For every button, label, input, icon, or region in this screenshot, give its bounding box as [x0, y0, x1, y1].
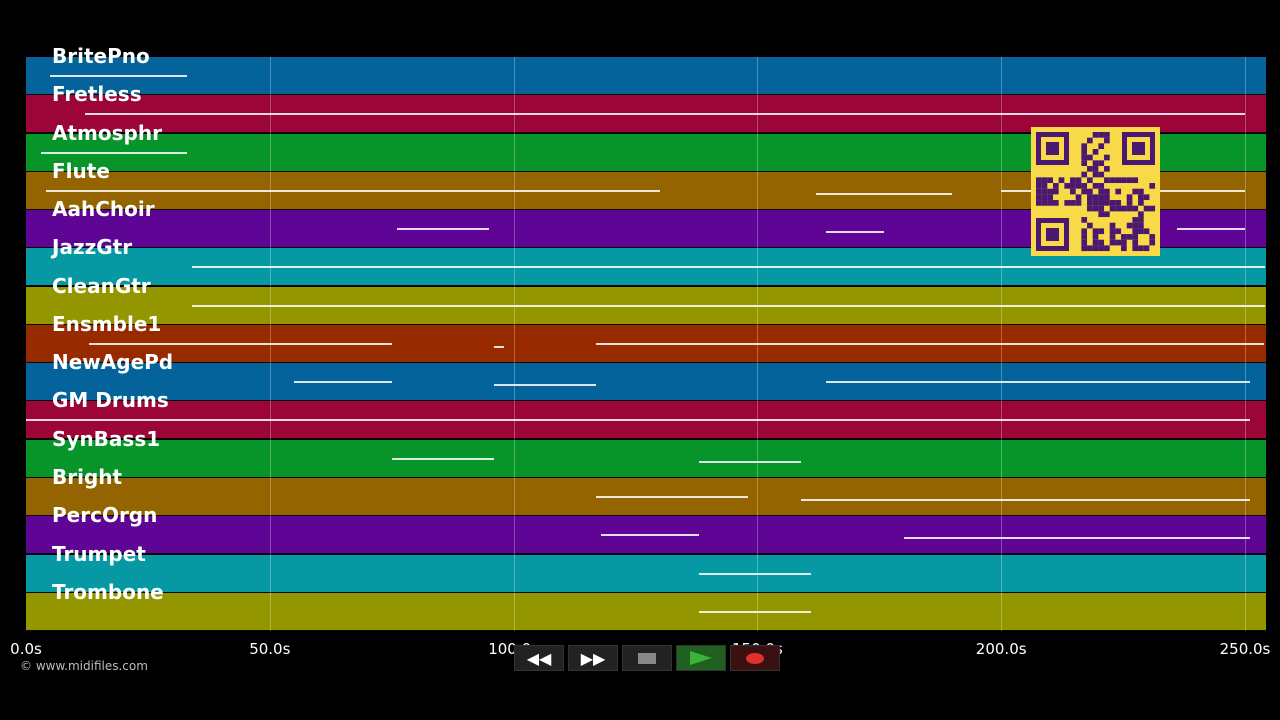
note-segment [89, 342, 392, 345]
note-segment [40, 151, 187, 154]
track-label: JazzGtr [52, 235, 133, 260]
note-segment [825, 231, 885, 234]
note-segment [45, 189, 660, 192]
track-label: BritePno [52, 44, 150, 68]
note-segment [698, 460, 802, 463]
play-button[interactable] [676, 645, 726, 671]
note-segment [50, 75, 187, 77]
track-lane[interactable] [26, 516, 1266, 555]
stop-icon [638, 652, 656, 664]
fast-forward-icon: ▶▶ [580, 648, 606, 668]
gridline [1001, 57, 1003, 631]
stop-button[interactable] [622, 645, 672, 671]
note-segment [825, 381, 1250, 384]
track-label: Bright [52, 464, 123, 489]
track-label: CleanGtr [52, 273, 151, 298]
track-lane[interactable] [26, 592, 1266, 631]
track-label: SynBass1 [52, 426, 161, 451]
note-segment [801, 498, 1250, 501]
note-segment [84, 113, 1245, 116]
record-button[interactable] [730, 645, 780, 671]
track-label: Trombone [52, 579, 164, 604]
note-segment [698, 572, 812, 575]
note-segment [903, 537, 1250, 540]
time-tick-label: 50.0s [249, 640, 291, 658]
note-segment [294, 381, 392, 384]
rewind-icon: ◀◀ [526, 648, 552, 668]
track-lane[interactable] [26, 57, 1266, 95]
track-label: Atmosphr [52, 120, 162, 145]
time-tick-label: 250.0s [1219, 640, 1271, 658]
transport-controls: ◀◀ ▶▶ [514, 645, 780, 671]
track-label: Fretless [52, 82, 142, 107]
note-segment [601, 534, 699, 537]
gridline [757, 57, 759, 631]
play-icon [690, 651, 712, 665]
track-lane[interactable] [26, 439, 1266, 478]
note-segment [396, 228, 490, 231]
note-segment [596, 342, 1265, 345]
record-icon [746, 652, 764, 664]
note-segment [391, 457, 495, 460]
track-lane[interactable] [26, 554, 1266, 593]
note-segment [26, 419, 1250, 422]
track-label: Ensmble1 [52, 311, 162, 336]
note-segment [698, 610, 812, 613]
copyright-text: © www.midifiles.com [20, 659, 148, 673]
rewind-button[interactable]: ◀◀ [514, 645, 564, 671]
note-segment [1176, 228, 1245, 231]
time-tick-label: 200.0s [975, 640, 1027, 658]
track-label: GM Drums [52, 388, 169, 413]
qr-code [1031, 127, 1160, 256]
note-segment [596, 495, 748, 498]
track-label: Trumpet [52, 541, 146, 566]
note-segment [494, 345, 504, 348]
track-label: AahChoir [52, 197, 155, 222]
gridline [1245, 57, 1246, 631]
note-segment [191, 266, 1265, 269]
fast-forward-button[interactable]: ▶▶ [568, 645, 618, 671]
note-segment [494, 384, 597, 387]
gridline [269, 57, 271, 631]
gridline [513, 57, 515, 631]
track-label: Flute [52, 158, 110, 183]
note-segment [815, 192, 953, 195]
note-segment [191, 304, 1265, 307]
track-label: NewAgePd [52, 350, 174, 375]
track-label: PercOrgn [52, 503, 158, 528]
time-tick-label: 0.0s [10, 640, 42, 658]
